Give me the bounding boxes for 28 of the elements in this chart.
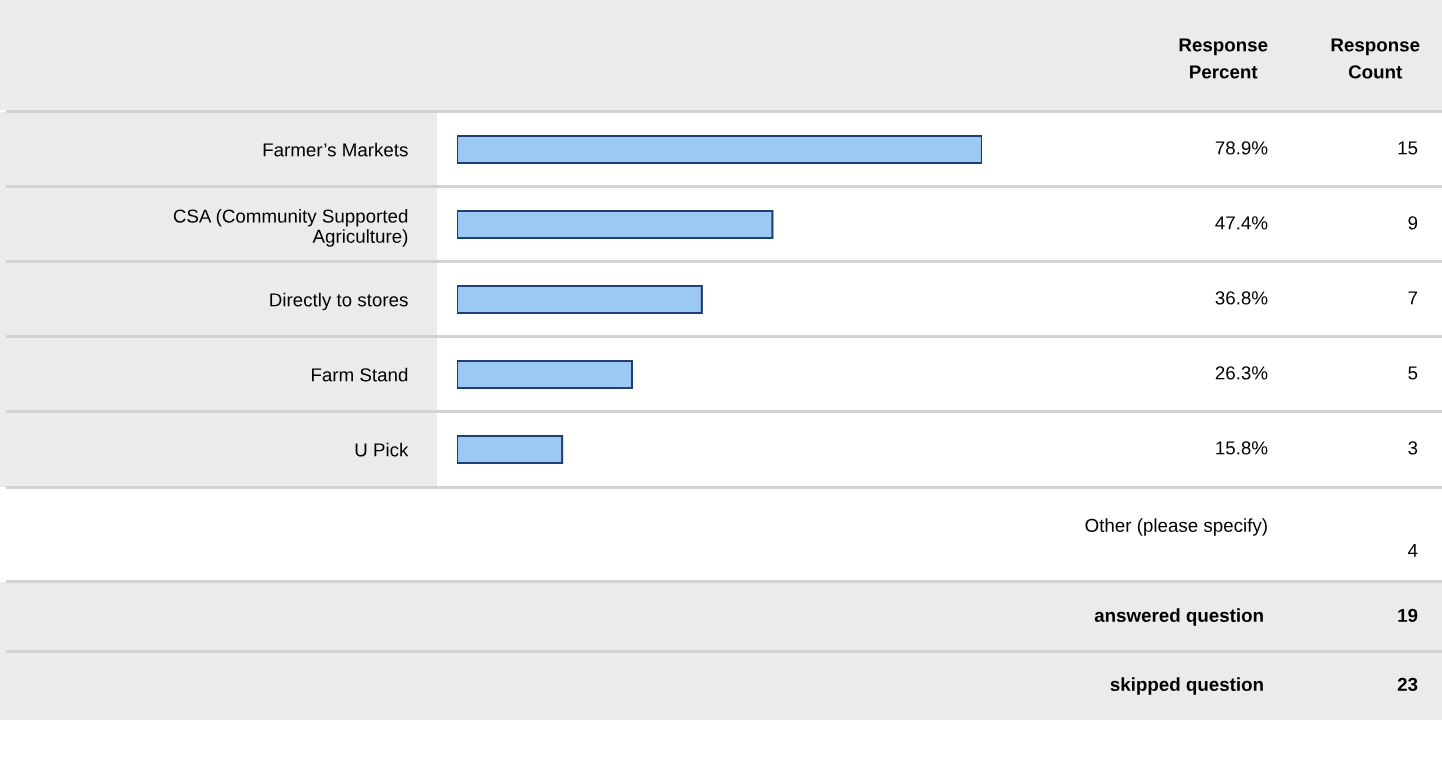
y-tick-label: CSA (Community Supported Agriculture) [173,208,408,247]
text: 9 [1408,216,1418,230]
y-tick-label: Farm Stand [311,367,408,382]
bar [457,134,982,165]
data-label: 15.8% [1216,441,1268,455]
data-label: 26.3% [1215,366,1268,380]
text: 15 [1398,141,1418,155]
text: 19 [1398,608,1418,623]
text: Response Percent [1179,38,1268,79]
text: 7 [1408,291,1418,305]
text: skipped question [1110,677,1263,695]
text: 4 [1408,543,1418,557]
text: 3 [1408,441,1418,455]
text: 5 [1408,366,1418,380]
text: answered question [1094,608,1263,626]
data-label: 47.4% [1215,216,1268,230]
y-tick-label: U Pick [355,442,409,457]
text: Response Count [1331,38,1420,79]
bar [457,359,634,390]
bar [457,209,774,240]
y-tick-label: Directly to stores [270,292,408,311]
bar [457,434,564,465]
text: Other (please specify) [1085,518,1267,536]
bar [457,284,703,315]
data-label: 78.9% [1215,141,1268,155]
text: 23 [1397,677,1418,692]
y-tick-label: Farmer’s Markets [263,142,408,157]
data-label: 36.8% [1215,291,1268,305]
